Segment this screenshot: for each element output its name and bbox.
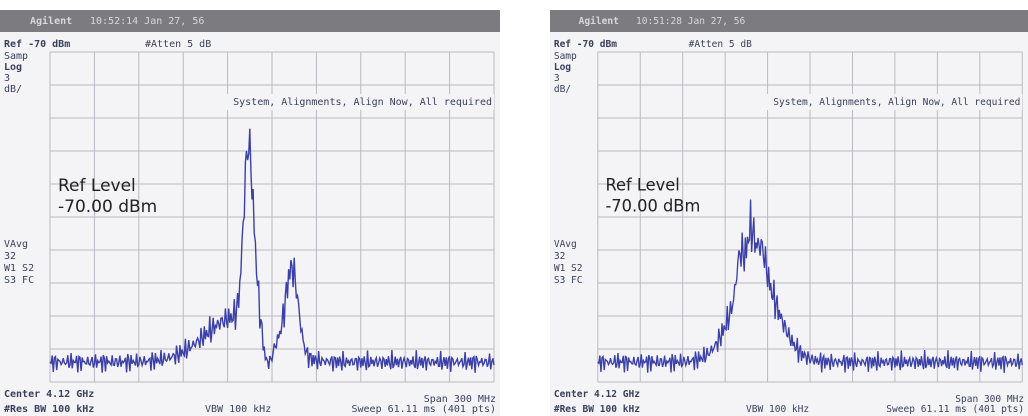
- brand: Agilent: [579, 15, 619, 27]
- side-label: Log: [554, 62, 571, 73]
- message: System, Alignments, Align Now, All requi…: [773, 97, 1020, 108]
- footer-center: Center 4.12 GHz: [4, 389, 94, 400]
- side-label: Samp: [554, 51, 577, 62]
- analyzer-screen: Agilent 10:52:14 Jan 27, 56 Ref -70 dBm #At…: [0, 10, 500, 416]
- atten: #Atten 5 dB: [689, 39, 752, 50]
- footer-sweep: Sweep 61.11 ms (401 pts): [886, 404, 1024, 415]
- ref-level-label: Ref Level: [58, 176, 136, 196]
- analyzer-screen: Agilent 10:51:28 Jan 27, 56 Ref -70 dBm #At…: [550, 10, 1028, 416]
- side-label: 3: [4, 73, 10, 84]
- footer-vbw: VBW 100 kHz: [205, 404, 271, 415]
- message: System, Alignments, Align Now, All requi…: [233, 97, 492, 108]
- message-bg: [225, 94, 494, 110]
- footer-span: Span 300 MHz: [955, 394, 1024, 405]
- footer-vbw: VBW 100 kHz: [746, 404, 809, 415]
- side-label: VAvg: [554, 239, 577, 250]
- side-label: 32: [4, 251, 16, 262]
- screen-bg: [550, 10, 1028, 416]
- footer-res-bw: #Res BW 100 kHz: [554, 404, 640, 415]
- side-label: S3 FC: [4, 275, 34, 286]
- ref-level-value: -70.00 dBm: [605, 196, 700, 215]
- header-bar: [550, 10, 1028, 32]
- header-bar: [0, 10, 500, 32]
- timestamp: 10:51:28 Jan 27, 56: [636, 16, 745, 27]
- ref: Ref -70 dBm: [4, 39, 70, 50]
- side-label: 32: [554, 251, 566, 262]
- footer-span: Span 300 MHz: [424, 394, 496, 405]
- trace: [597, 199, 1023, 373]
- ref-level-value: -70.00 dBm: [58, 197, 157, 217]
- side-label: Samp: [4, 51, 28, 62]
- side-label: W1 S2: [4, 263, 34, 274]
- atten: #Atten 5 dB: [145, 39, 211, 50]
- side-label: S3 FC: [554, 275, 583, 286]
- footer-sweep: Sweep 61.11 ms (401 pts): [352, 404, 497, 415]
- ref-level-label: Ref Level: [605, 175, 679, 194]
- timestamp: 10:52:14 Jan 27, 56: [90, 16, 204, 27]
- side-label: dB/: [4, 84, 22, 95]
- brand: Agilent: [30, 15, 72, 27]
- side-label: Log: [4, 62, 22, 73]
- screen-bg: [0, 10, 500, 416]
- side-label: W1 S2: [554, 263, 583, 274]
- ref: Ref -70 dBm: [554, 39, 617, 50]
- side-label: VAvg: [4, 239, 28, 250]
- message-bg: [765, 94, 1023, 110]
- side-label: dB/: [554, 84, 571, 95]
- trace: [49, 128, 495, 373]
- footer-center: Center 4.12 GHz: [554, 389, 640, 400]
- side-label: 3: [554, 73, 560, 84]
- footer-res-bw: #Res BW 100 kHz: [4, 404, 94, 415]
